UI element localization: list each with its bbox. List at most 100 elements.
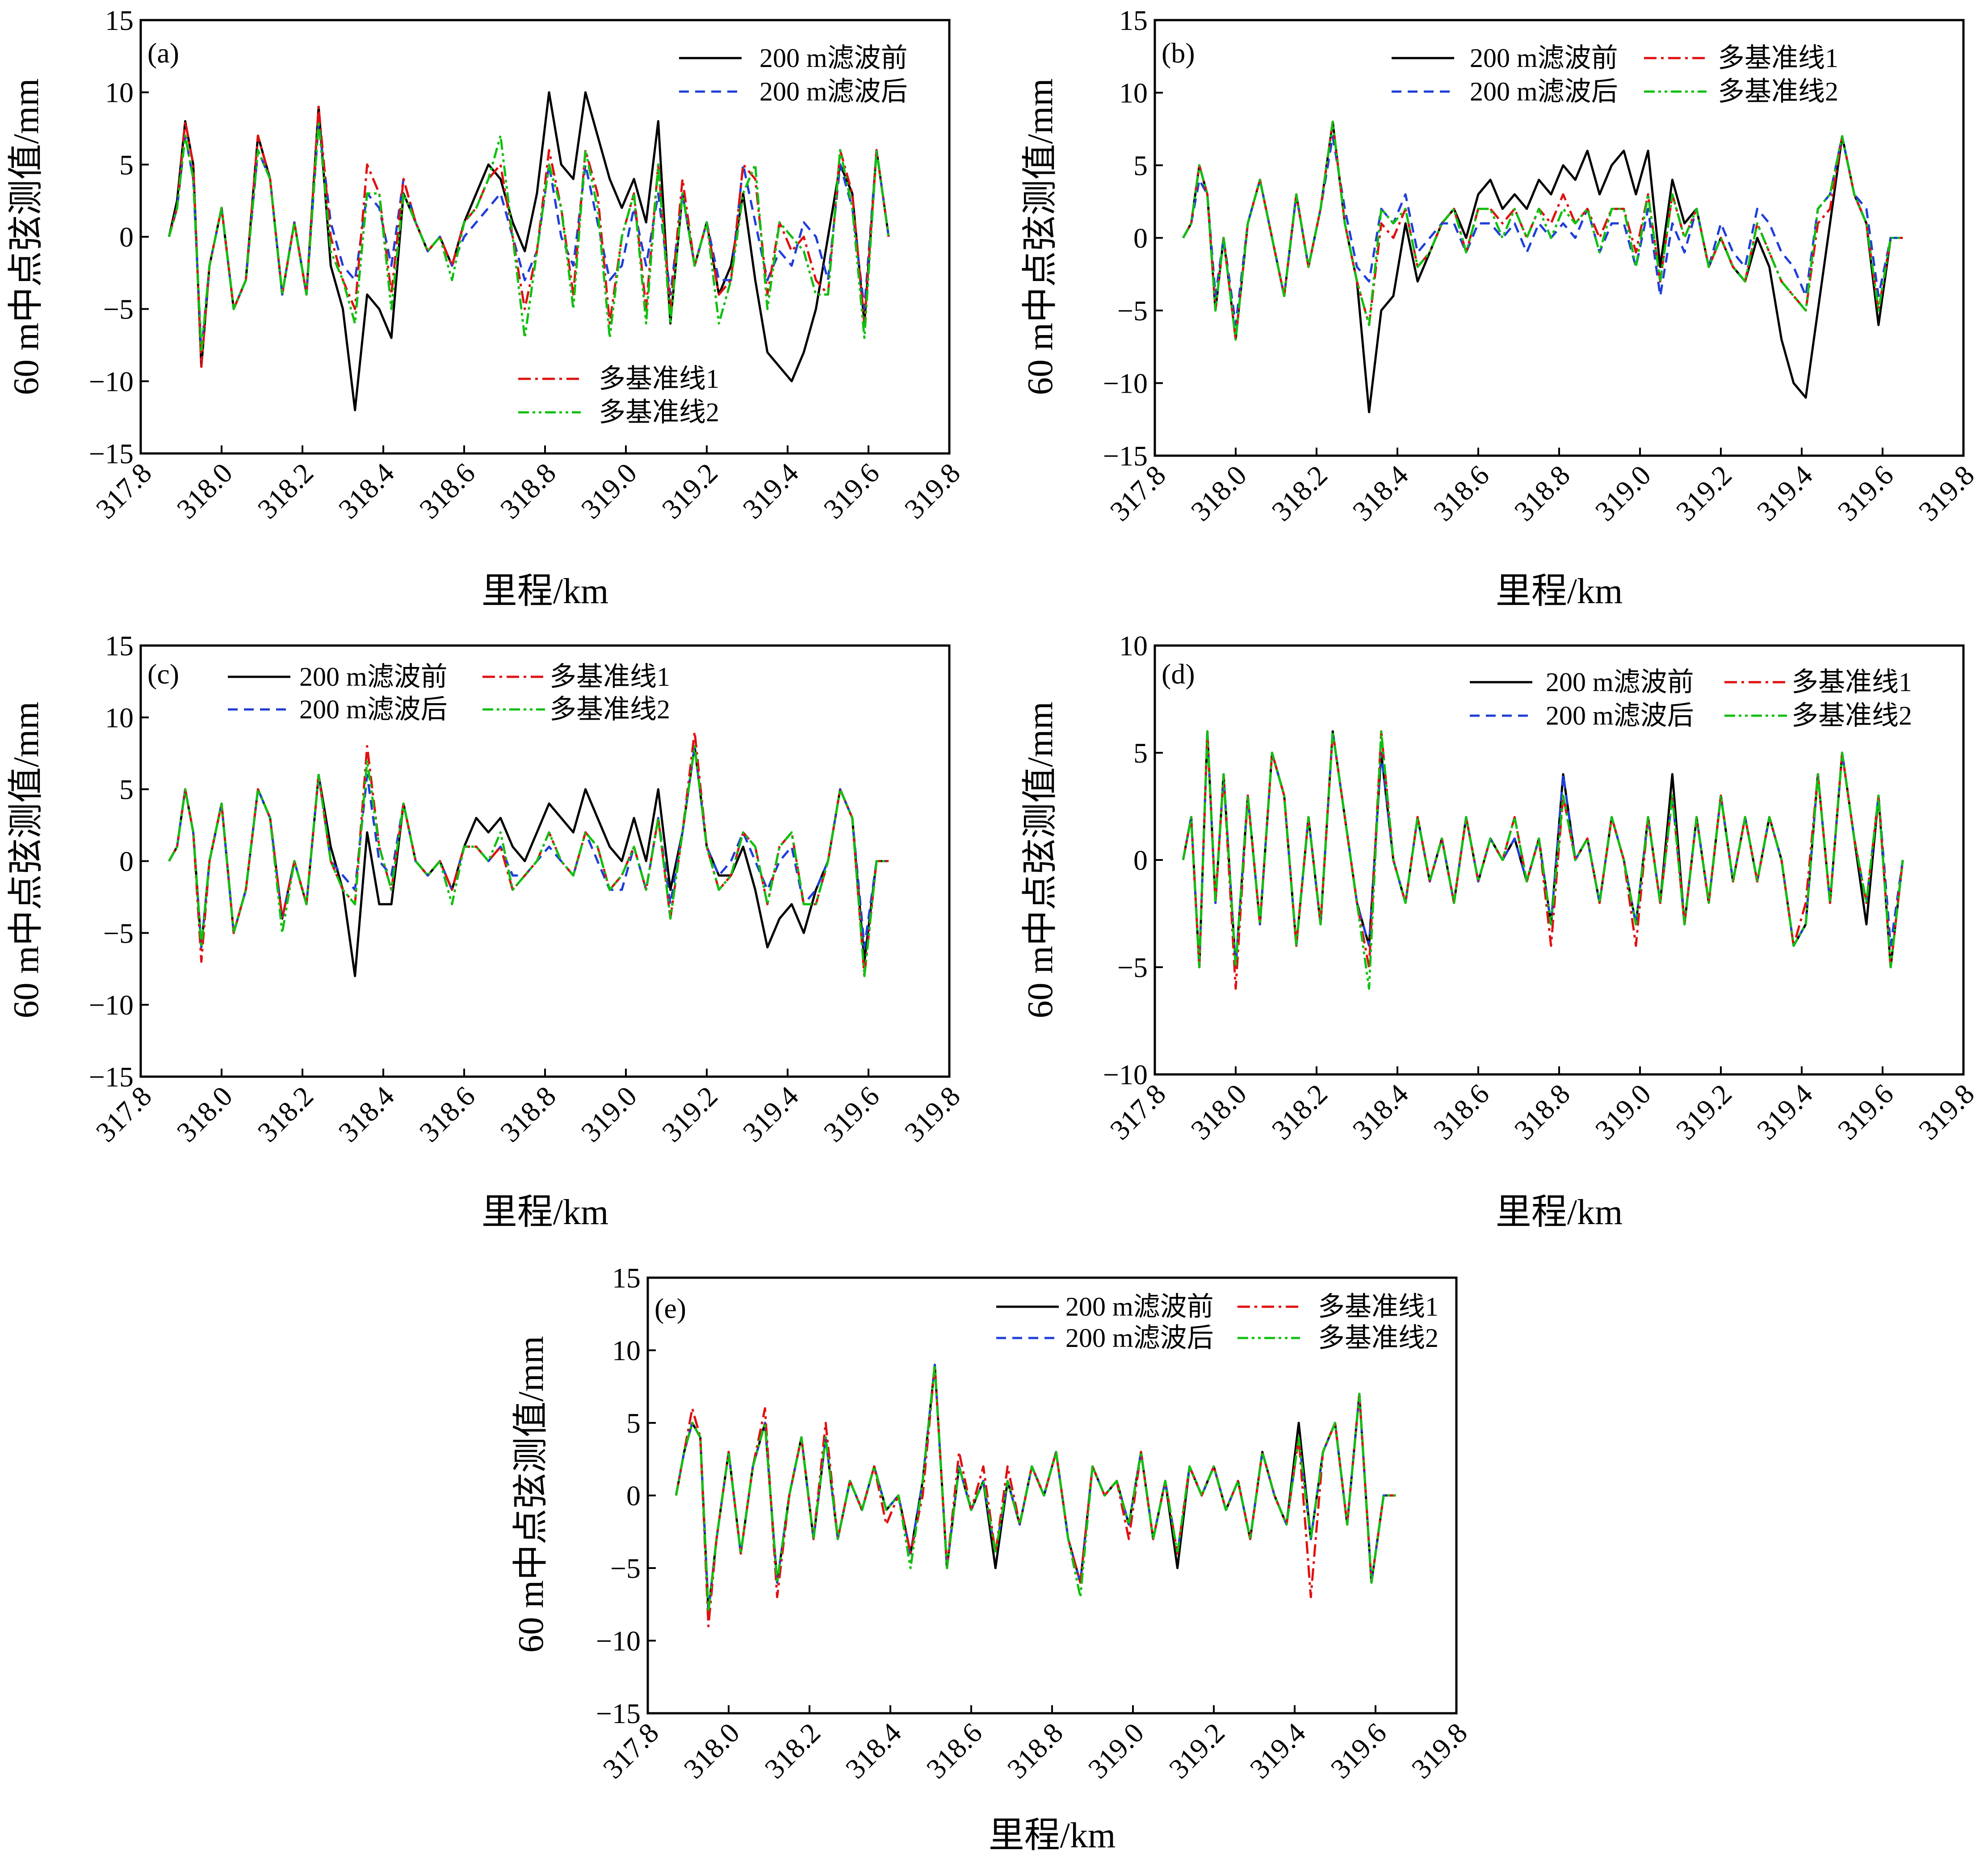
y-tick-label: 5 xyxy=(1133,150,1148,181)
x-tick-label: 318.8 xyxy=(494,457,562,525)
legend-label-baseline2: 多基准线2 xyxy=(1791,701,1912,730)
y-axis-label: 60 m中点弦测值/mm xyxy=(1021,79,1060,395)
x-tick-label: 319.0 xyxy=(1589,459,1657,527)
y-tick-label: 10 xyxy=(105,702,134,734)
x-tick-label: 319.0 xyxy=(575,457,643,525)
panel-label: (d) xyxy=(1162,658,1195,690)
x-tick-label: 318.8 xyxy=(494,1080,562,1148)
y-tick-label: −10 xyxy=(89,989,134,1021)
x-tick-label: 319.2 xyxy=(1670,1078,1738,1146)
y-tick-label: 5 xyxy=(119,774,134,805)
y-tick-label: −5 xyxy=(103,917,134,949)
y-tick-label: −5 xyxy=(1117,295,1148,327)
series-layer xyxy=(168,730,889,977)
legend: 200 m滤波前 200 m滤波后 多基准线1 多基准线2 xyxy=(1392,43,1838,106)
x-axis-label: 里程/km xyxy=(1496,572,1623,611)
y-tick-label: 0 xyxy=(626,1480,641,1512)
panel-label: (c) xyxy=(147,658,179,690)
x-tick-label: 319.4 xyxy=(737,457,805,525)
y-tick-label: 15 xyxy=(105,4,134,36)
legend: 200 m滤波前 200 m滤波后 多基准线1 多基准线2 xyxy=(518,43,908,427)
legend-label-before: 200 m滤波前 xyxy=(1546,667,1694,697)
x-tick-label: 319.2 xyxy=(1670,459,1738,527)
x-tick-label: 318.4 xyxy=(1346,1078,1414,1146)
y-tick-label: −10 xyxy=(1103,368,1148,399)
y-tick-label: 10 xyxy=(1119,77,1148,109)
x-tick-label: 318.0 xyxy=(678,1717,746,1785)
y-axis-label: 60 m中点弦测值/mm xyxy=(7,702,46,1019)
legend-label-before: 200 m滤波前 xyxy=(299,662,448,692)
y-tick-label: 5 xyxy=(1133,737,1148,769)
series-line-4 xyxy=(168,120,890,354)
x-tick-label: 319.8 xyxy=(1913,1078,1980,1146)
x-axis-label: 里程/km xyxy=(1496,1193,1623,1232)
series-line-4 xyxy=(168,745,889,977)
legend-label-baseline1: 多基准线1 xyxy=(1791,667,1912,697)
series-layer xyxy=(675,1363,1396,1627)
legend-label-after: 200 m滤波后 xyxy=(759,77,908,106)
x-tick-label: 319.2 xyxy=(656,457,724,525)
panel-label: (b) xyxy=(1162,37,1195,69)
y-tick-label: 10 xyxy=(612,1335,641,1367)
y-tick-label: 15 xyxy=(1119,4,1148,36)
series-line-2 xyxy=(168,745,889,948)
x-tick-label: 318.2 xyxy=(252,1080,319,1148)
x-tick-label: 318.0 xyxy=(171,1080,239,1148)
panel-c: 317.8 318.0 318.2 318.4 318.6 318.8 319.0 319.2… xyxy=(7,630,966,1232)
y-tick-label: −10 xyxy=(596,1625,641,1657)
y-tick-label: −5 xyxy=(103,294,134,325)
x-axis-label: 里程/km xyxy=(989,1816,1116,1855)
x-tick-label: 319.2 xyxy=(656,1080,724,1148)
y-axis-label: 60 m中点弦测值/mm xyxy=(1021,702,1060,1019)
series-line-4 xyxy=(675,1363,1396,1613)
series-layer xyxy=(1182,121,1903,413)
y-tick-label: 10 xyxy=(1119,630,1148,662)
legend-label-before: 200 m滤波前 xyxy=(759,43,908,73)
x-tick-label: 318.0 xyxy=(1185,1078,1253,1146)
series-line-4 xyxy=(1182,121,1903,341)
x-tick-label: 319.4 xyxy=(1751,1078,1819,1146)
legend-label-baseline2: 多基准线2 xyxy=(599,398,719,427)
y-tick-label: 0 xyxy=(119,221,134,253)
panel-e: 317.8 318.0 318.2 318.4 318.6 318.8 319.0 319.2… xyxy=(512,1262,1473,1855)
x-tick-label: 319.6 xyxy=(818,457,885,525)
x-tick-label: 318.2 xyxy=(759,1717,826,1785)
x-tick-label: 318.8 xyxy=(1508,1078,1576,1146)
legend-label-after: 200 m滤波后 xyxy=(1470,77,1618,106)
y-axis-label: 60 m中点弦测值/mm xyxy=(512,1336,551,1653)
x-tick-label: 318.4 xyxy=(839,1717,907,1785)
x-tick-label: 318.0 xyxy=(171,457,239,525)
y-tick-label: −15 xyxy=(596,1698,641,1729)
legend-label-after: 200 m滤波后 xyxy=(299,695,448,724)
x-tick-label: 319.2 xyxy=(1163,1717,1231,1785)
series-layer xyxy=(1182,730,1904,990)
panel-a: 317.8 318.0 318.2 318.4 318.6 318.8 319.0 319.2… xyxy=(7,4,966,611)
y-tick-label: 0 xyxy=(119,846,134,877)
x-tick-label: 319.8 xyxy=(898,1080,966,1148)
legend-label-after: 200 m滤波后 xyxy=(1546,701,1694,730)
legend-label-baseline1: 多基准线1 xyxy=(1718,43,1838,73)
legend-label-baseline1: 多基准线1 xyxy=(1318,1292,1439,1321)
legend-label-baseline1: 多基准线1 xyxy=(599,364,719,394)
legend-label-baseline2: 多基准线2 xyxy=(1718,77,1838,106)
x-tick-label: 318.8 xyxy=(1508,459,1576,527)
x-tick-label: 318.6 xyxy=(413,457,481,525)
x-tick-label: 319.8 xyxy=(1913,459,1980,527)
x-tick-label: 318.0 xyxy=(1185,459,1253,527)
x-tick-label: 318.2 xyxy=(252,457,319,525)
legend-label-baseline2: 多基准线2 xyxy=(549,695,670,724)
x-tick-label: 318.4 xyxy=(332,457,400,525)
x-tick-label: 319.4 xyxy=(737,1080,805,1148)
y-tick-label: 5 xyxy=(626,1407,641,1439)
x-tick-label: 318.4 xyxy=(332,1080,400,1148)
y-tick-label: 10 xyxy=(105,77,134,109)
y-tick-label: −15 xyxy=(89,1061,134,1093)
x-axis-label: 里程/km xyxy=(482,572,608,611)
plot-frame xyxy=(646,1276,1458,1715)
panel-label: (e) xyxy=(654,1292,686,1324)
x-tick-label: 319.0 xyxy=(1082,1717,1150,1785)
x-tick-label: 319.8 xyxy=(898,457,966,525)
x-tick-label: 319.6 xyxy=(1325,1717,1392,1785)
panel-label: (a) xyxy=(147,37,179,69)
